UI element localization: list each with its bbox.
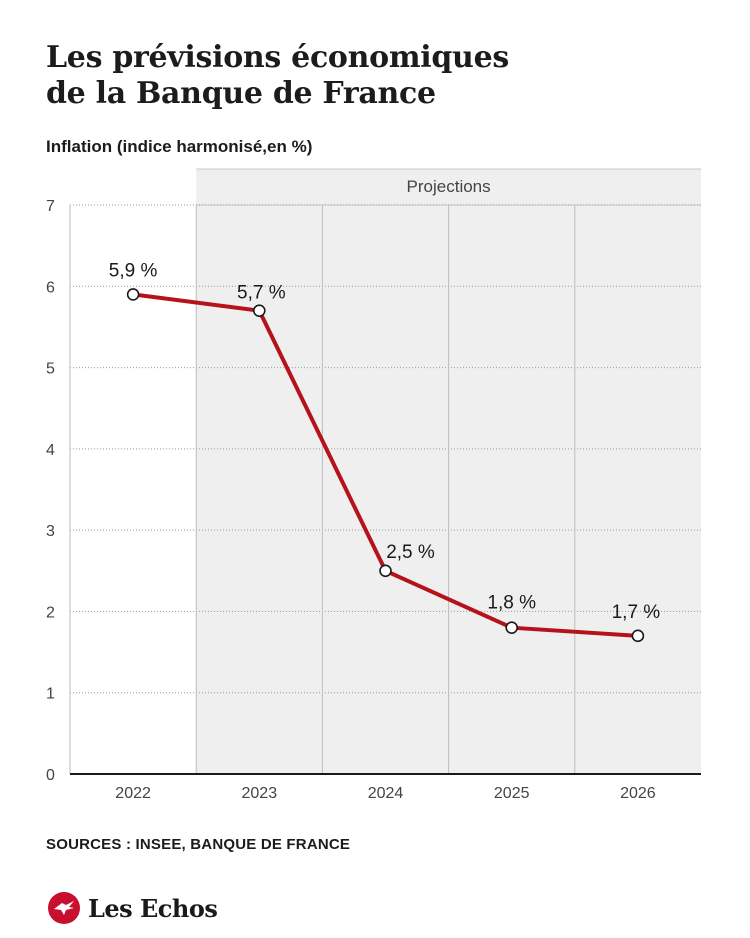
projection-band-label: Projections [407,177,491,196]
les-echos-logo-text: Les Echos [88,893,218,923]
x-tick-label: 2022 [115,785,151,802]
y-tick-label: 1 [46,686,55,703]
y-tick-label: 4 [46,442,55,459]
x-tick-label: 2024 [368,785,404,802]
data-point-marker [126,288,140,301]
y-tick-label: 3 [46,523,55,540]
inflation-line-chart: Projections 0 1 2 3 4 5 6 7 2022 2023 2024 2025 2026 5… [46,168,701,802]
x-tick-label: 2025 [494,785,530,802]
data-point-marker [252,304,266,317]
data-label: 2,5 % [386,542,435,563]
y-tick-label: 2 [46,604,55,621]
les-echos-logo-icon [48,892,80,924]
x-tick-label: 2026 [620,785,656,802]
data-label: 1,7 % [612,602,661,623]
les-echos-logo: Les Echos [48,888,218,928]
chart-title: Les prévisions économiques de la Banque … [46,40,509,112]
chart-subtitle: Inflation (indice harmonisé,en %) [46,137,313,156]
y-tick-label: 6 [46,279,55,296]
y-tick-label: 5 [46,361,55,378]
data-label: 1,8 % [487,593,536,614]
data-label: 5,9 % [109,260,158,281]
y-tick-label: 0 [46,767,55,784]
data-label: 5,7 % [237,283,286,304]
data-point-marker [505,621,519,634]
data-point-marker [379,564,392,578]
source-note: SOURCES : INSEE, BANQUE DE FRANCE [46,836,351,853]
data-point-marker [631,629,645,643]
x-tick-label: 2023 [242,785,278,802]
chart-title-line-2: de la Banque de France [46,76,436,111]
y-tick-label: 7 [46,198,55,215]
chart-title-line-1: Les prévisions économiques [46,40,509,75]
